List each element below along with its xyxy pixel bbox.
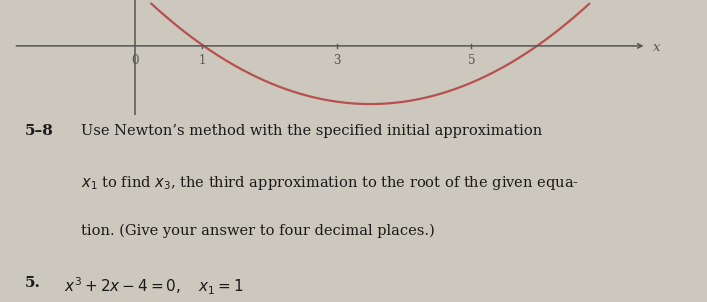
Text: $x^3 + 2x - 4 = 0, \quad x_1 = 1$: $x^3 + 2x - 4 = 0, \quad x_1 = 1$ [64,276,243,297]
Text: Use Newton’s method with the specified initial approximation: Use Newton’s method with the specified i… [81,124,542,138]
Text: 5–8: 5–8 [25,124,54,138]
Text: 3: 3 [333,54,340,67]
Text: tion. (Give your answer to four decimal places.): tion. (Give your answer to four decimal … [81,223,435,238]
Text: $x_1$ to find $x_3$, the third approximation to the root of the given equa-: $x_1$ to find $x_3$, the third approxima… [81,174,580,192]
Text: 5: 5 [467,54,475,67]
Text: 1: 1 [198,54,206,67]
Text: 0: 0 [131,54,139,67]
Text: x: x [653,41,660,54]
Text: 5.: 5. [25,276,40,290]
